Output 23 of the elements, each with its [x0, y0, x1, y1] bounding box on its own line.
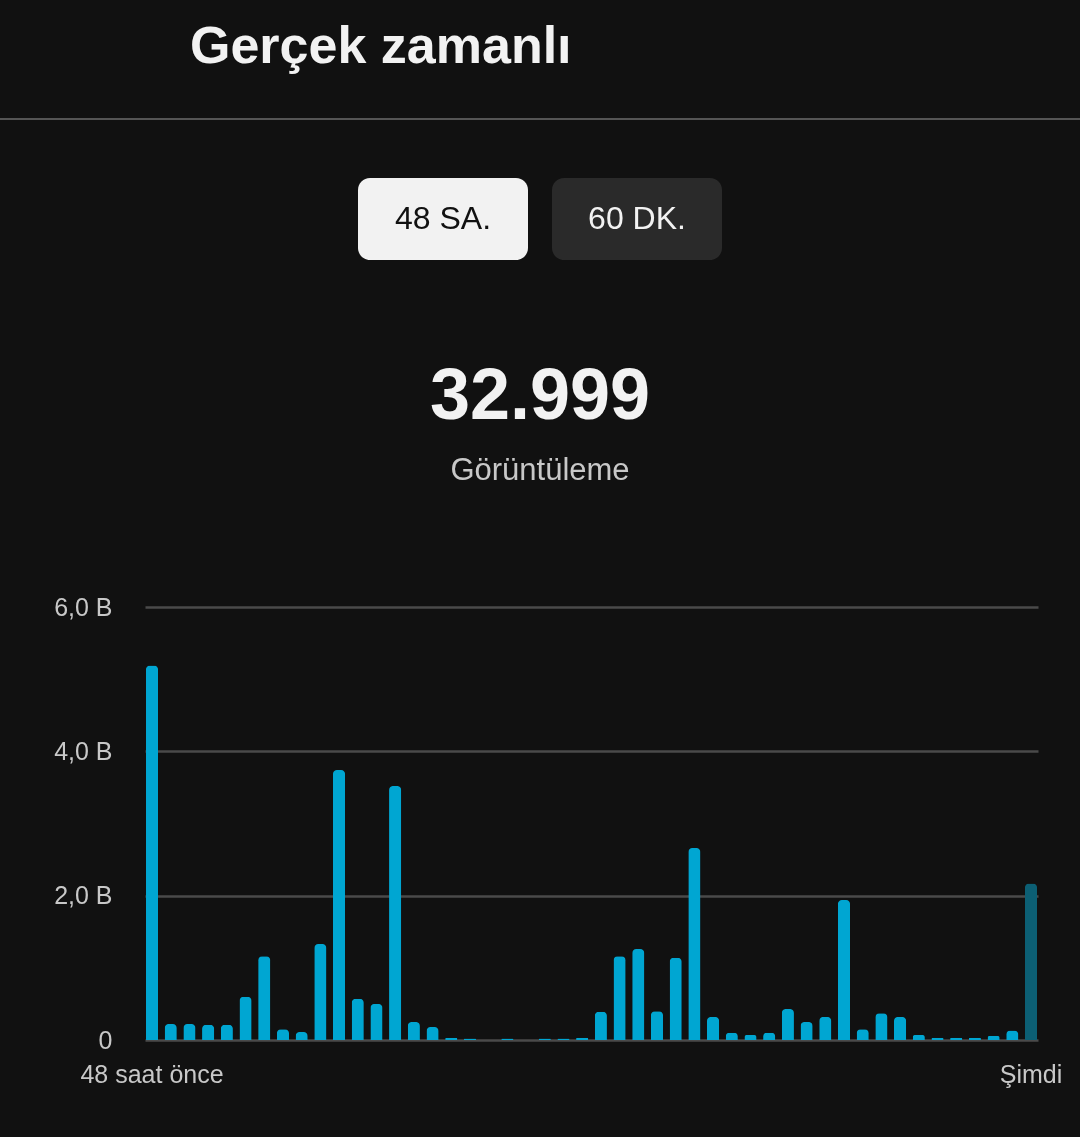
- bar: [650, 1011, 664, 1040]
- chart-title: Gerçek zamanlı: [190, 16, 572, 74]
- text: Görüntüleme: [450, 452, 630, 487]
- bar: [145, 665, 159, 1040]
- text: 60 DK.: [588, 200, 686, 236]
- text: 48 SA.: [394, 200, 492, 236]
- bar: [1024, 883, 1038, 1040]
- x-tick-label: Şimdi: [999, 1059, 1063, 1088]
- y-tick-label: 6,0 B: [54, 592, 113, 621]
- y-tick-label: 0: [98, 1025, 113, 1054]
- y-tick-label: 2,0 B: [54, 881, 113, 910]
- bar: [389, 785, 402, 1040]
- bar: [706, 1016, 720, 1040]
- bar: [894, 1016, 907, 1040]
- bar: [632, 949, 645, 1040]
- bar: [314, 944, 327, 1040]
- y-tick-label: 4,0 B: [54, 736, 113, 765]
- bar: [669, 957, 682, 1040]
- bar: [332, 770, 346, 1040]
- x-tick-label: 48 saat önce: [80, 1059, 224, 1088]
- bar: [837, 900, 851, 1040]
- bar: [688, 848, 701, 1040]
- text: 32.999: [429, 354, 651, 434]
